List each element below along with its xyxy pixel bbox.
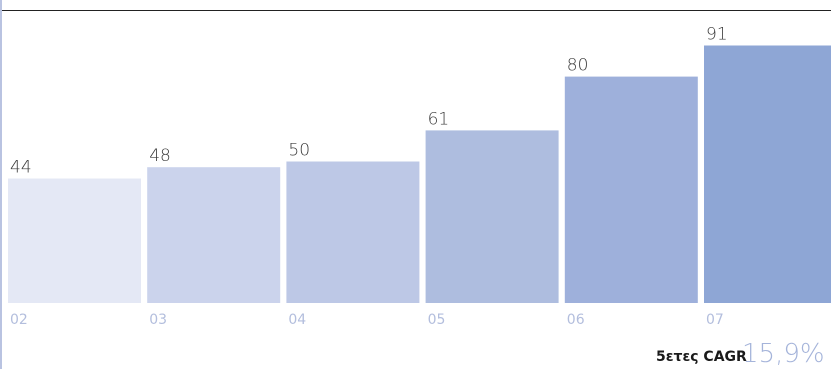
x-tick-labels-group: 02 03 04 05 06 07 [10,312,724,328]
x-tick-label-05: 05 [428,312,446,328]
value-label-07: 91 [706,25,728,45]
cagr-value: 15,9% [742,339,825,369]
bar-04 [286,161,420,303]
value-label-04: 50 [288,141,310,161]
left-edge-strip [0,0,2,369]
value-label-06: 80 [567,56,589,76]
value-label-03: 48 [149,146,171,166]
bar-07 [704,45,831,303]
bar-03 [147,167,281,303]
bars-group [8,45,831,303]
value-label-05: 61 [428,109,450,129]
cagr-label: 5ετες CAGR [656,349,747,365]
x-tick-label-07: 07 [706,312,724,328]
x-tick-label-03: 03 [149,312,167,328]
x-tick-label-04: 04 [288,312,306,328]
bar-06 [564,76,698,303]
x-tick-label-02: 02 [10,312,28,328]
value-labels-group: 44 48 50 61 80 91 [10,25,728,178]
bar-05 [425,130,559,303]
x-tick-label-06: 06 [567,312,585,328]
bar-02 [8,178,141,303]
value-label-02: 44 [10,158,32,178]
